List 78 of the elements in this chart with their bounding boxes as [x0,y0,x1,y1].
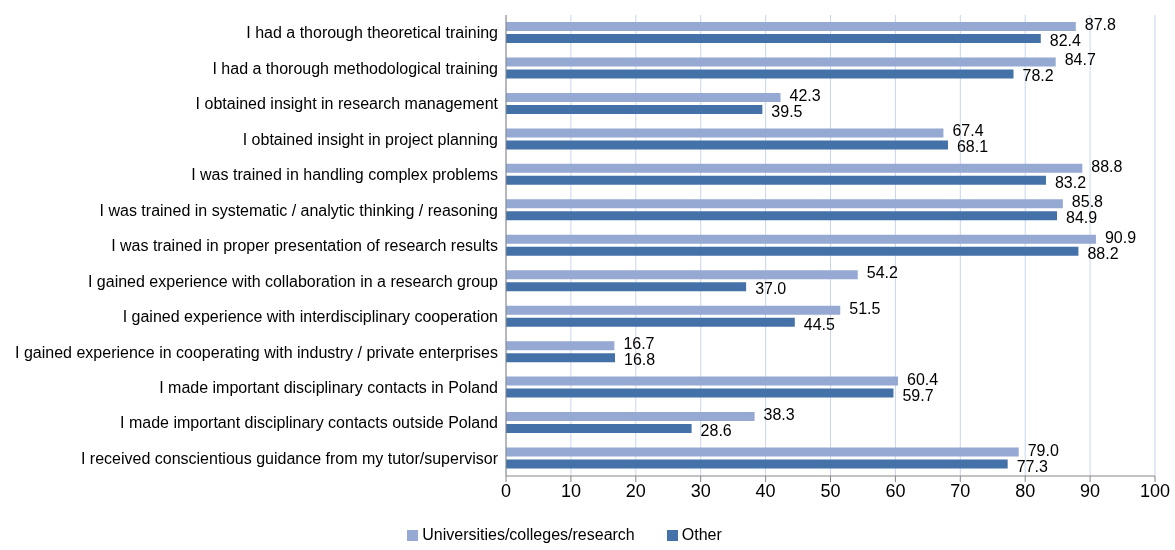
data-label: 83.2 [1054,173,1087,191]
y-tick-label: I had a thorough methodological training [212,59,498,77]
x-tick-label: 40 [755,480,776,501]
data-label: 37.0 [755,280,787,298]
x-tick-label: 80 [1015,480,1036,501]
bar [506,447,1019,457]
x-tick-label: 60 [885,480,906,501]
bar [506,92,781,102]
bar [506,282,747,292]
y-tick-label: I obtained insight in research management [195,95,499,113]
y-tick-label: I gained experience with collaboration in a research group [87,272,499,290]
data-label: 59.7 [902,386,934,404]
data-label: 28.6 [700,422,732,440]
x-tick-label: 30 [690,480,711,501]
x-tick-label: 90 [1080,480,1101,501]
y-tick-label: I gained experience in cooperating with industry / private enterprises [15,343,498,361]
data-label: 42.3 [789,86,821,104]
x-tick-label: 0 [500,480,512,501]
data-label: 39.5 [771,102,803,120]
bar [506,412,755,422]
data-label: 38.3 [763,406,795,424]
bar [506,246,1079,256]
bar [506,305,841,315]
data-label: 78.2 [1022,67,1054,85]
data-label: 82.4 [1049,32,1082,49]
bar [506,317,795,327]
x-tick-label: 70 [950,480,971,501]
data-label: 77.3 [1016,457,1048,475]
bar [506,69,1014,79]
bar [506,163,1083,173]
data-label: 79.0 [1027,441,1059,459]
data-label: 67.4 [952,122,984,140]
y-tick-label: I was trained in proper presentation of research results [111,237,498,255]
data-label: 88.8 [1091,157,1123,175]
x-tick-label: 100 [1139,480,1171,501]
bar [506,459,1008,469]
data-label: 85.8 [1071,193,1104,211]
bar [506,270,858,280]
data-label: 88.2 [1087,244,1119,262]
x-tick-label: 20 [625,480,646,501]
bar [506,34,1041,43]
bar [506,341,615,351]
bar [506,128,944,138]
y-tick-label: I received conscientious guidance from my tutor/supervisor [80,449,499,467]
bar [506,22,1076,31]
y-tick-label: I made important disciplinary contacts in Poland [159,379,498,397]
y-tick-label: I was trained in handling complex problems [191,166,498,184]
bar [506,388,894,398]
data-label: 87.8 [1084,16,1117,33]
bar [506,199,1063,209]
y-tick-label: I had a thorough theoretical training [246,24,498,42]
bar [506,376,898,386]
legend-label: Other [681,526,722,543]
bar [506,57,1056,67]
data-label: 16.8 [624,351,656,369]
x-tick-label: 50 [820,480,841,501]
y-tick-label: I was trained in systematic / analytic thinking / reasoning [99,201,498,219]
data-label: 44.5 [803,315,836,333]
bar [506,353,616,363]
data-label: 16.7 [623,335,655,353]
bar [506,140,948,150]
data-label: 84.9 [1066,209,1098,227]
legend-label: Universities/colleges/research [422,526,635,543]
data-label: 68.1 [956,138,989,156]
bar [506,424,692,434]
bar [506,104,763,114]
y-tick-label: I obtained insight in project planning [242,130,498,148]
data-label: 90.9 [1104,228,1137,246]
bar [506,234,1096,244]
data-label: 54.2 [866,264,898,282]
y-tick-label: I made important disciplinary contacts outside Poland [120,414,498,432]
x-tick-label: 10 [560,480,581,501]
bar [506,211,1057,221]
bar [506,175,1046,185]
data-label: 51.5 [849,299,881,317]
data-label: 60.4 [907,370,939,388]
data-label: 84.7 [1064,51,1096,69]
y-tick-label: I gained experience with interdisciplinary cooperation [122,308,498,326]
